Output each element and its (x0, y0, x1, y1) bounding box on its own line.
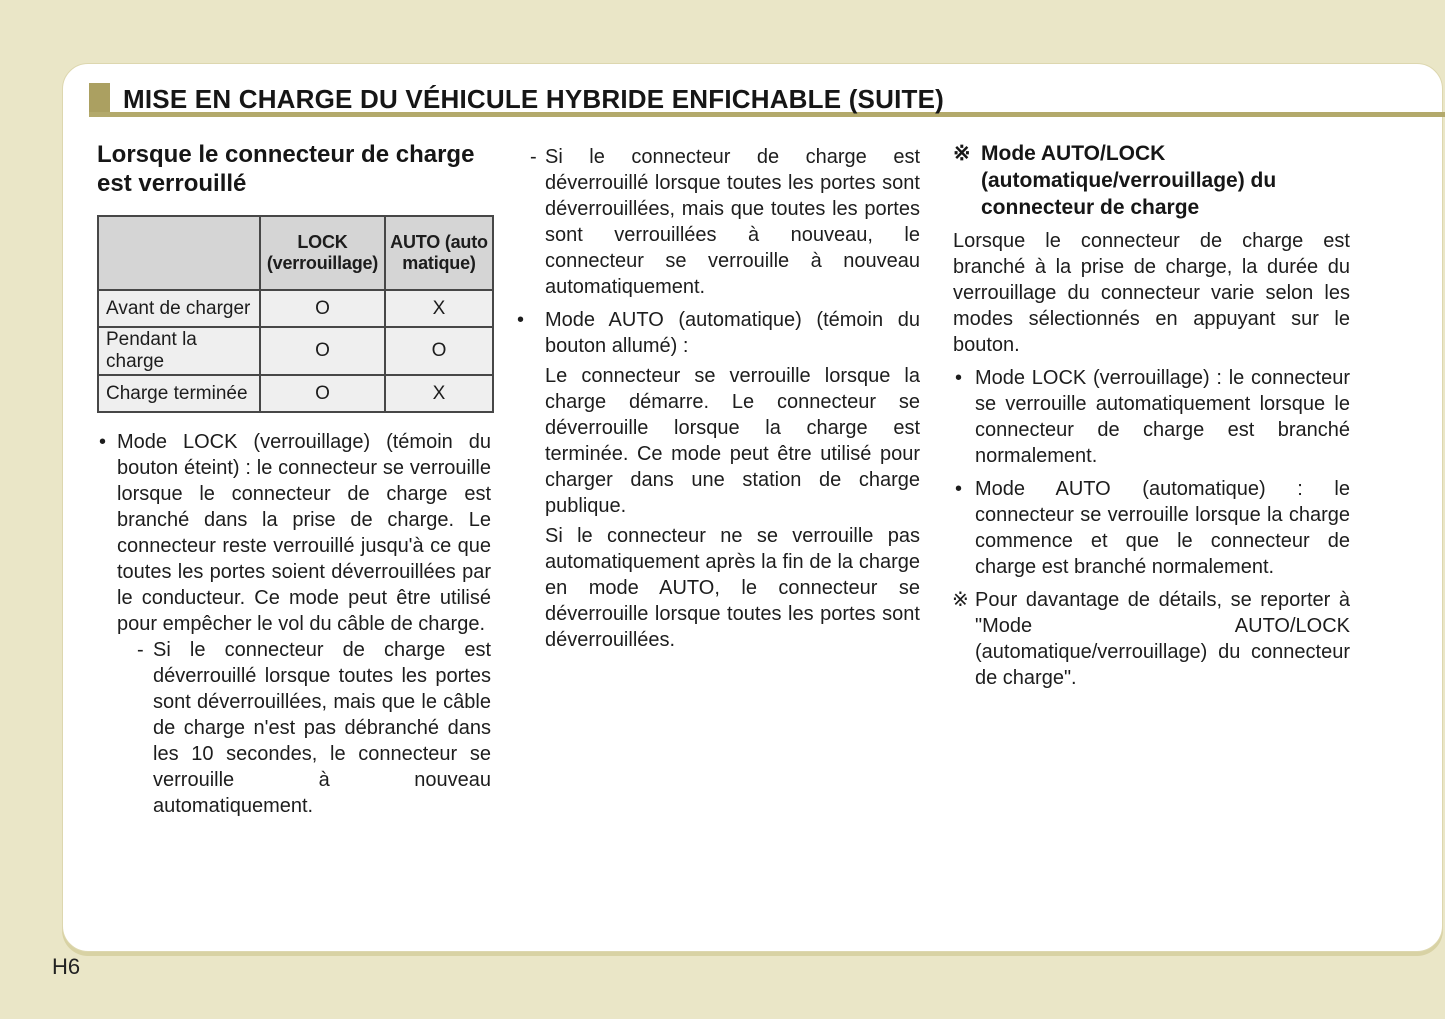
mode-lock-bullet: • Mode LOCK (verrouillage) : le connecte… (953, 365, 1350, 469)
mode-auto-bullet-text: Mode AUTO (automatique) : le connecteur … (975, 478, 1350, 578)
table-header-lock: LOCK (verrouillage) (259, 215, 386, 291)
row-label: Charge terminée (97, 374, 261, 413)
left-column: Lorsque le connecteur de charge est verr… (97, 140, 494, 819)
intro-paragraph: Lorsque le connecteur de charge est bran… (953, 230, 1350, 356)
paragraph: Le connecteur se verrouille lorsque la c… (545, 365, 920, 517)
sub-note-text: Si le connecteur de charge est déverroui… (153, 639, 491, 817)
reference-marker: ※ (952, 589, 969, 611)
bullet-marker: • (517, 309, 525, 331)
bullet-marker: • (955, 478, 963, 500)
note-heading-text: Mode AUTO/LOCK (automatique/verrouillage… (981, 142, 1277, 219)
dash-note-item: - Si le connecteur de charge est déverro… (515, 144, 920, 300)
table-cell: O (384, 326, 494, 376)
table-cell: X (384, 374, 494, 413)
table-header-auto: AUTO (automatique) (384, 215, 494, 291)
content-card (62, 63, 1443, 952)
table-row: Charge terminée O X (97, 374, 494, 413)
row-label: Pendant la charge (97, 326, 261, 376)
mode-auto-item: • Mode AUTO (automatique) (témoin du bou… (515, 307, 920, 359)
reference-note-text: Pour davantage de détails, se reporter à… (975, 589, 1350, 689)
reference-marker: ※ (953, 142, 971, 165)
dash-marker: - (530, 146, 537, 168)
header-underline (89, 112, 1445, 117)
table-cell: O (259, 374, 386, 413)
mode-lock-text: Mode LOCK (verrouillage) (témoin du bout… (117, 431, 491, 635)
page-title: MISE EN CHARGE DU VÉHICULE HYBRIDE ENFIC… (123, 84, 944, 114)
dash-marker: - (137, 639, 144, 661)
mode-auto-bullet: • Mode AUTO (automatique) : le connecteu… (953, 476, 1350, 580)
mode-auto-text: Mode AUTO (automatique) (témoin du bouto… (545, 309, 920, 357)
table-header-row: LOCK (verrouillage) AUTO (automatique) (97, 215, 494, 291)
table-cell: O (259, 289, 386, 328)
row-label: Avant de charger (97, 289, 261, 328)
sub-note-item: - Si le connecteur de charge est déverro… (137, 637, 491, 819)
table-cell: O (259, 326, 386, 376)
middle-column: - Si le connecteur de charge est déverro… (515, 140, 920, 653)
dash-note-text: Si le connecteur de charge est déverroui… (545, 146, 920, 298)
table-corner-cell (97, 215, 261, 291)
right-column: ※ Mode AUTO/LOCK (automatique/verrouilla… (952, 140, 1350, 691)
mode-lock-bullet-text: Mode LOCK (verrouillage) : le connecteur… (975, 367, 1350, 467)
table-cell: X (384, 289, 494, 328)
note-heading: ※ Mode AUTO/LOCK (automatique/verrouilla… (953, 140, 1350, 221)
page-number: H6 (52, 954, 81, 979)
bullet-marker: • (955, 367, 963, 389)
paragraph: Si le connecteur ne se verrouille pas au… (545, 525, 920, 651)
table-row: Pendant la charge O O (97, 326, 494, 376)
section-heading: Lorsque le connecteur de charge est verr… (97, 141, 475, 197)
table-row: Avant de charger O X (97, 289, 494, 328)
header-accent-block (89, 83, 110, 117)
reference-note: ※ Pour davantage de détails, se reporter… (952, 587, 1350, 691)
mode-lock-item: • Mode LOCK (verrouillage) (témoin du bo… (97, 429, 491, 819)
lock-auto-table: LOCK (verrouillage) AUTO (automatique) A… (97, 215, 494, 413)
bullet-marker: • (99, 431, 107, 453)
